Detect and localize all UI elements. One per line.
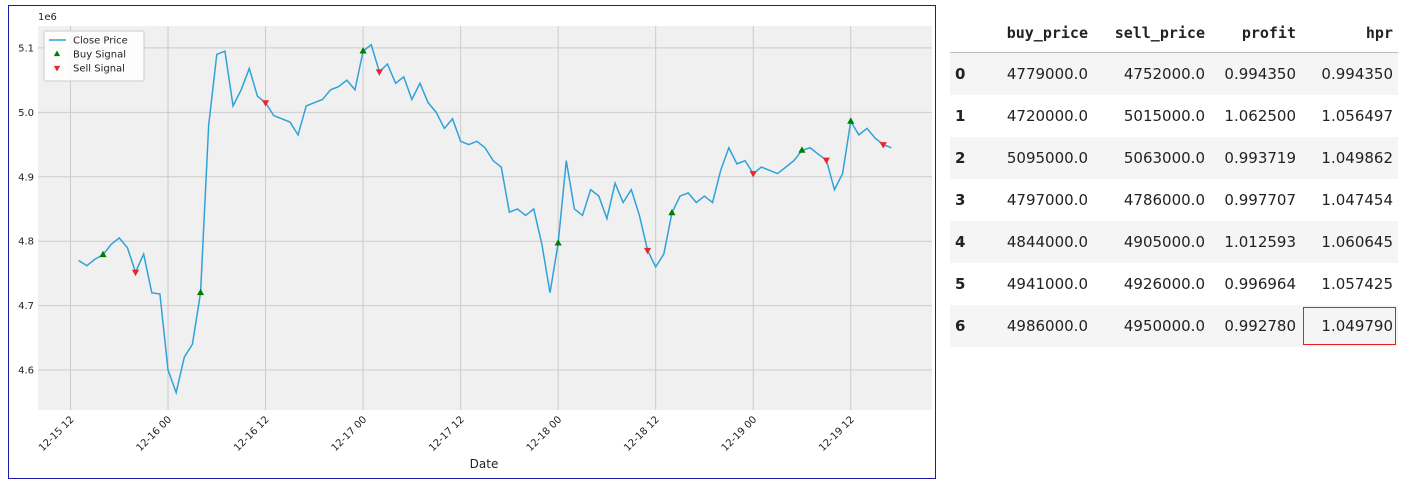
buy-marker [668,208,676,216]
legend-label: Buy Signal [73,50,126,61]
column-header: profit [1210,14,1301,53]
column-header: buy_price [985,14,1093,53]
sell-marker [643,247,652,255]
sell-marker [749,171,757,178]
buy-marker [798,146,806,153]
table-cell: 0.993719 [1210,137,1301,179]
y-tick-label: 4.7 [18,301,34,312]
x-axis-label: Date [470,457,499,471]
x-tick-label: 12-18 00 [525,414,565,454]
sell-marker [261,100,270,107]
legend-label: Close Price [73,36,128,47]
buy-marker [359,47,367,54]
table-cell: 1.012593 [1210,221,1301,263]
buy-marker [847,117,855,124]
table-cell: 4720000.0 [1006,107,1088,125]
chart: 1e6 Date 4.6 4.7 4.8 4.9 5.0 5.1 12-15 12 12-16… [18,12,932,471]
y-tick-label: 4.9 [18,172,34,183]
table-cell: 4786000.0 [1123,191,1205,209]
legend-label: Sell Signal [73,64,125,75]
x-tick-label: 12-19 00 [720,414,760,454]
y-tick-label: 5.0 [18,108,34,119]
table-cell: 0.996964 [1224,275,1296,293]
table-row: 0 4779000.0 4752000.0 0.994350 0.994350 [950,52,1398,95]
buy-marker [554,239,562,246]
table-row: 2 5095000.0 5063000.0 0.993719 1.049862 [950,137,1398,179]
x-tick-label: 12-16 00 [135,414,175,454]
row-index: 3 [955,191,966,209]
row-index: 6 [950,305,985,347]
table-cell: 1.060645 [1301,221,1398,263]
row-index: 4 [950,221,985,263]
table-cell: 4779000.0 [985,52,1093,95]
sell-marker [879,142,887,149]
table-cell: 4986000.0 [985,305,1093,347]
table-cell: 5015000.0 [1123,107,1205,125]
table-cell: 1.062500 [1224,107,1296,125]
table-cell: 0.994350 [1210,52,1301,95]
row-index: 2 [950,137,985,179]
y-tick-label: 4.6 [18,366,34,377]
sell-marker [375,69,383,76]
table-cell: 5095000.0 [985,137,1093,179]
buy-marker [99,250,107,258]
row-index: 5 [955,275,966,293]
table-cell: 1.047454 [1321,191,1393,209]
table-cell: 0.992780 [1210,305,1301,347]
table-cell: 4752000.0 [1093,52,1210,95]
buy-marker [196,288,205,296]
table-cell: 0.997707 [1224,191,1296,209]
table-cell: 4905000.0 [1093,221,1210,263]
table-cell: 5063000.0 [1093,137,1210,179]
table-cell: 4926000.0 [1123,275,1205,293]
table-cell: 1.049790 [1301,305,1398,347]
sell-marker [822,157,830,165]
table-row: 5 4941000.0 4926000.0 0.996964 1.057425 [950,263,1398,305]
y-tick-label: 5.1 [18,43,34,54]
table-cell: 4950000.0 [1093,305,1210,347]
table-row: 4 4844000.0 4905000.0 1.012593 1.060645 [950,221,1398,263]
sell-marker [131,269,140,277]
table-row: 6 4986000.0 4950000.0 0.992780 1.049790 [950,305,1398,347]
row-index: 1 [955,107,966,125]
table-cell: 4844000.0 [985,221,1093,263]
table-cell: 1.057425 [1321,275,1393,293]
table-cell: 0.994350 [1301,52,1398,95]
legend-marker [53,50,61,57]
index-header [950,14,985,53]
x-tick-label: 12-17 00 [330,414,370,454]
column-header: hpr [1301,14,1398,53]
legend-marker [53,65,61,72]
table-cell: 4941000.0 [1006,275,1088,293]
x-tick-label: 12-19 12 [817,414,857,454]
x-tick-label: 12-18 12 [622,414,662,454]
table-row: 1 4720000.0 5015000.0 1.062500 1.056497 [950,95,1398,137]
column-header: sell_price [1093,14,1210,53]
offset-label: 1e6 [38,12,57,23]
x-tick-label: 12-17 12 [427,414,467,454]
plot-area [38,26,932,410]
legend-box [43,30,145,82]
x-tick-label: 12-15 12 [37,414,77,454]
x-tick-label: 12-16 12 [232,414,272,454]
table-cell: 1.049862 [1301,137,1398,179]
row-index: 0 [950,52,985,95]
data-table: buy_price sell_price profit hpr 0 4779000.0 47… [950,14,1398,347]
table-row: 3 4797000.0 4786000.0 0.997707 1.047454 [950,179,1398,221]
chart-frame [8,5,936,479]
y-tick-label: 4.8 [18,237,34,248]
table-cell: 4797000.0 [1006,191,1088,209]
table-cell: 1.056497 [1321,107,1393,125]
header-row: buy_price sell_price profit hpr [950,14,1398,53]
